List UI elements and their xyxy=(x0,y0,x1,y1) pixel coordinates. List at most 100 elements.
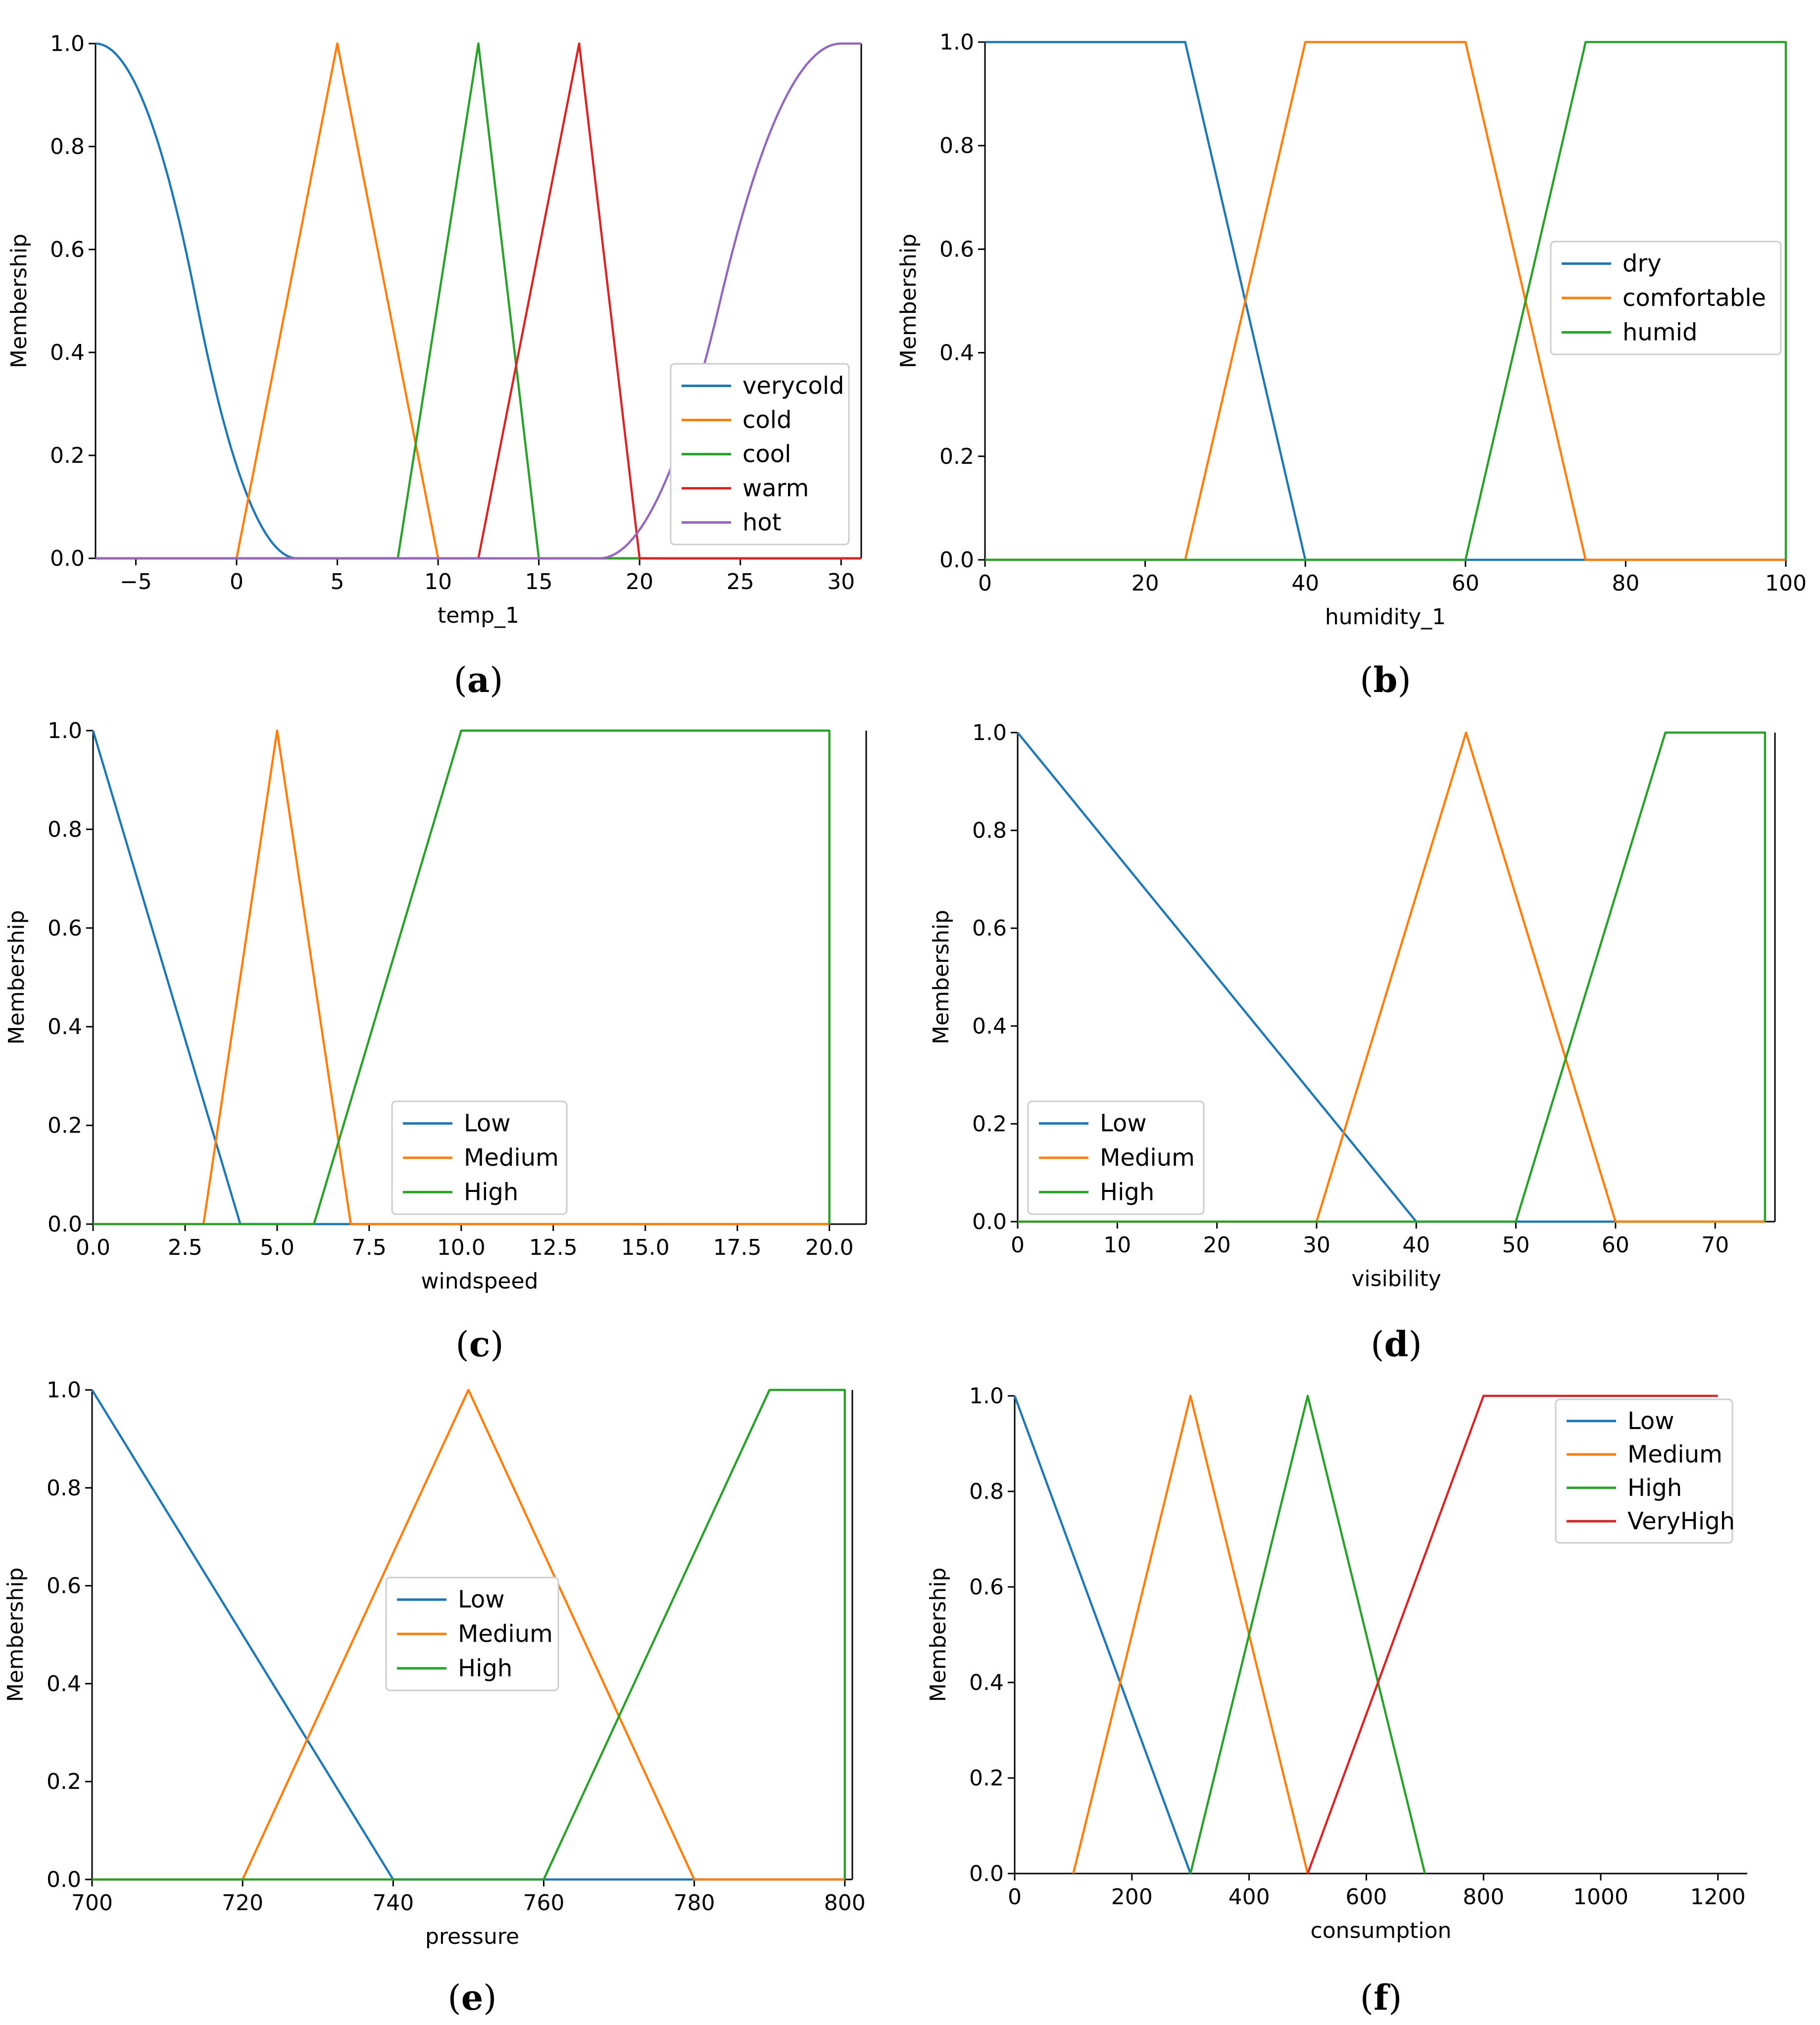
x-tick-label: 5.0 xyxy=(260,1235,295,1260)
legend-box xyxy=(1027,1100,1205,1215)
y-tick-label: 0.2 xyxy=(969,1766,1004,1791)
caption-letter: c xyxy=(469,1324,491,1365)
panel-caption: (c) xyxy=(455,1324,503,1365)
x-tick-label: 60 xyxy=(1452,571,1479,596)
caption-letter: d xyxy=(1384,1324,1409,1365)
series-line-high xyxy=(1189,1394,1426,1874)
legend: dry comfortable humid xyxy=(1550,241,1782,355)
x-tick-label: 60 xyxy=(1602,1233,1629,1258)
legend: Low Medium High xyxy=(1027,1100,1205,1215)
x-tick-label: 700 xyxy=(71,1890,113,1916)
x-tick-label: 10.0 xyxy=(437,1235,486,1260)
y-tick-label: 0.8 xyxy=(972,818,1007,843)
x-tick-label: 20.0 xyxy=(805,1235,854,1260)
x-tick-label: 0 xyxy=(1011,1233,1025,1258)
legend: Low Medium High xyxy=(385,1577,559,1691)
x-tick-label: 100 xyxy=(1765,571,1807,596)
panel-d: 0 10 20 30 40 50 60 70 0.0 0.2 0.4 0.6 0.8 1.0 visibil… xyxy=(929,720,1776,1365)
y-tick-label: 0.2 xyxy=(50,443,85,468)
y-axis-label: Membership xyxy=(929,910,954,1044)
legend-box xyxy=(1550,241,1782,355)
x-tick-label: 15.0 xyxy=(621,1235,670,1260)
series-line-high xyxy=(1018,731,1767,1223)
caption-open-paren: ( xyxy=(455,1324,469,1365)
caption-letter: f xyxy=(1374,1977,1390,2018)
panel-a: −5 0 5 10 15 20 25 30 0.0 0.2 0.4 0.6 0.8 1.0 temp_1 Me… xyxy=(6,31,862,700)
x-tick-label: −5 xyxy=(120,569,152,594)
series-line-humid xyxy=(985,41,1787,561)
x-tick-label: 70 xyxy=(1701,1233,1729,1258)
x-tick-label: 30 xyxy=(827,569,855,594)
x-axis-label: pressure xyxy=(425,1924,519,1949)
panel-caption: (f) xyxy=(1360,1977,1402,2018)
caption-open-paren: ( xyxy=(1360,1977,1374,2018)
y-tick-label: 0.4 xyxy=(48,1014,82,1039)
x-tick-label: 200 xyxy=(1111,1884,1153,1910)
y-tick-label: 1.0 xyxy=(939,30,974,55)
y-tick-label: 1.0 xyxy=(969,1383,1004,1409)
series-line-high xyxy=(92,1388,846,1881)
y-tick-label: 0.4 xyxy=(969,1670,1004,1695)
x-tick-label: 10 xyxy=(1103,1233,1131,1258)
x-tick-label: 0 xyxy=(978,571,992,596)
legend-label: Medium xyxy=(1100,1144,1195,1172)
x-tick-label: 720 xyxy=(222,1890,263,1916)
caption-letter: b xyxy=(1374,659,1398,700)
caption-open-paren: ( xyxy=(1360,660,1373,700)
legend-label: cold xyxy=(742,406,792,434)
caption-open-paren: ( xyxy=(454,660,467,700)
legend-label: High xyxy=(1100,1178,1154,1206)
caption-close-paren: ) xyxy=(483,1977,496,2018)
x-tick-label: 30 xyxy=(1303,1233,1330,1258)
caption-letter: e xyxy=(461,1977,484,2018)
panel-caption: (e) xyxy=(447,1977,496,2018)
y-axis-label: Membership xyxy=(4,910,29,1045)
y-tick-label: 1.0 xyxy=(50,31,85,56)
panel-c: 0.0 2.5 5.0 7.5 10.0 12.5 15.0 17.5 20.0 0.0 0.2 0.… xyxy=(4,718,867,1365)
x-axis-label: windspeed xyxy=(421,1269,539,1294)
legend-label: dry xyxy=(1623,250,1662,278)
x-axis-label: visibility xyxy=(1351,1266,1441,1291)
y-tick-label: 0.4 xyxy=(47,1671,81,1696)
x-tick-label: 40 xyxy=(1291,571,1319,596)
x-tick-label: 780 xyxy=(674,1890,715,1916)
panel-caption: (d) xyxy=(1371,1324,1422,1365)
series-line-veryhigh xyxy=(1306,1394,1718,1874)
y-axis-label: Membership xyxy=(926,1568,951,1702)
legend-box xyxy=(385,1577,559,1691)
y-tick-label: 0.8 xyxy=(48,817,82,842)
caption-open-paren: ( xyxy=(447,1977,461,2018)
x-tick-label: 5 xyxy=(331,569,344,594)
legend-label: Low xyxy=(1627,1407,1674,1435)
y-axis-label: Membership xyxy=(6,234,32,368)
legend: Low Medium High VeryHigh xyxy=(1555,1398,1735,1544)
y-tick-label: 0.6 xyxy=(972,916,1007,941)
x-tick-label: 10 xyxy=(424,569,452,594)
caption-close-paren: ) xyxy=(490,1324,503,1365)
x-tick-label: 0 xyxy=(1008,1884,1022,1910)
x-tick-label: 400 xyxy=(1229,1884,1270,1910)
x-tick-label: 800 xyxy=(1463,1884,1504,1910)
x-axis-label: temp_1 xyxy=(438,603,519,628)
x-tick-label: 12.5 xyxy=(529,1235,578,1260)
legend-label: High xyxy=(458,1654,512,1682)
legend-label: hot xyxy=(742,509,782,537)
x-tick-label: 0 xyxy=(230,569,244,594)
legend-label: Medium xyxy=(458,1620,553,1648)
y-tick-label: 0.2 xyxy=(47,1769,81,1794)
legend-label: Medium xyxy=(1627,1440,1722,1468)
caption-open-paren: ( xyxy=(1371,1324,1384,1365)
legend-label: Low xyxy=(1100,1110,1147,1137)
series-line-low xyxy=(1013,1395,1192,1874)
y-tick-label: 0.8 xyxy=(50,134,85,159)
x-tick-label: 1000 xyxy=(1573,1884,1628,1910)
caption-close-paren: ) xyxy=(1397,660,1411,700)
legend-box xyxy=(1555,1398,1733,1544)
panel-e: 700 720 740 760 780 800 0.0 0.2 0.4 0.6 0.8 1.0 pres… xyxy=(3,1378,866,2018)
legend-box xyxy=(670,363,850,545)
legend-label: Low xyxy=(464,1110,511,1137)
legend: Low Medium High xyxy=(391,1100,568,1215)
legend-label: High xyxy=(1627,1474,1682,1502)
caption-close-paren: ) xyxy=(1408,1324,1422,1365)
